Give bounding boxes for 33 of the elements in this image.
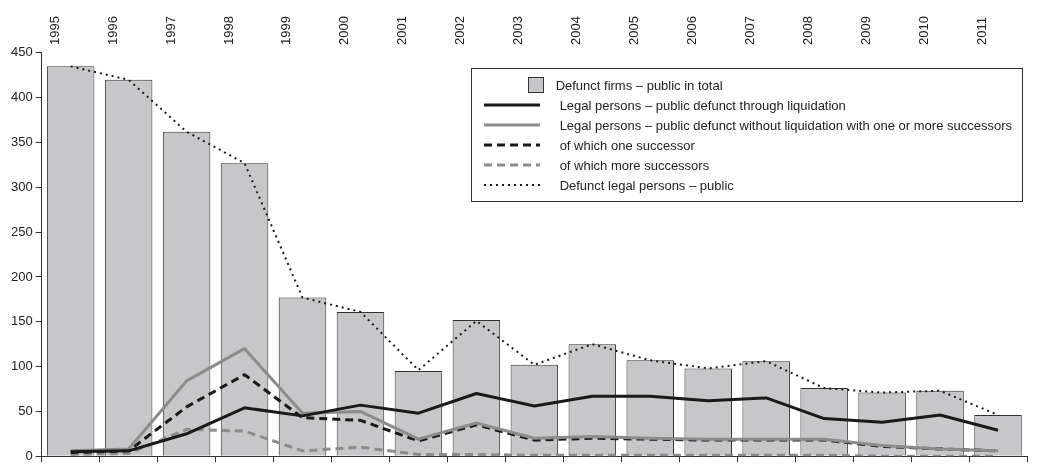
- legend-label: Legal persons – public defunct without liquidation with one or more successors: [559, 117, 1012, 133]
- y-tick-label: 0: [25, 447, 33, 463]
- x-tick-label: 2007: [742, 16, 758, 45]
- y-tick-label: 250: [10, 223, 33, 239]
- x-tick-label: 1996: [104, 16, 120, 45]
- x-tick-label: 2001: [394, 16, 410, 45]
- y-tick-label: 50: [18, 402, 33, 418]
- legend-label: Defunct legal persons – public: [559, 177, 734, 193]
- x-tick-label: 2006: [684, 16, 700, 45]
- x-tick-label: 2011: [974, 16, 989, 45]
- y-tick-label: 300: [10, 178, 33, 194]
- legend-label: of which more successors: [559, 157, 710, 173]
- y-tick-label: 350: [10, 134, 33, 150]
- x-tick-label: 1999: [278, 16, 294, 45]
- x-tick-label: 1995: [46, 16, 62, 45]
- y-tick-label: 200: [10, 268, 33, 284]
- x-tick-label: 2004: [568, 16, 584, 45]
- x-tick-label: 1997: [162, 16, 178, 45]
- legend-label: Defunct firms – public in total: [555, 77, 723, 93]
- x-tick-label: 2000: [336, 16, 352, 45]
- y-tick-label: 150: [10, 313, 33, 329]
- y-tick-label: 450: [10, 44, 33, 60]
- y-tick-label: 100: [10, 358, 33, 374]
- x-tick-label: 2008: [800, 16, 816, 45]
- x-tick-label: 2002: [452, 16, 468, 45]
- legend-label: Legal persons – public defunct through liquidation: [559, 97, 846, 113]
- x-tick-label: 2005: [626, 16, 642, 45]
- legend-label: of which one successor: [559, 137, 695, 153]
- y-tick-label: 400: [10, 89, 33, 105]
- x-tick-label: 2010: [916, 16, 932, 45]
- x-tick-label: 2009: [858, 16, 874, 45]
- x-tick-label: 2003: [510, 16, 526, 45]
- x-tick-label: 1998: [220, 16, 236, 45]
